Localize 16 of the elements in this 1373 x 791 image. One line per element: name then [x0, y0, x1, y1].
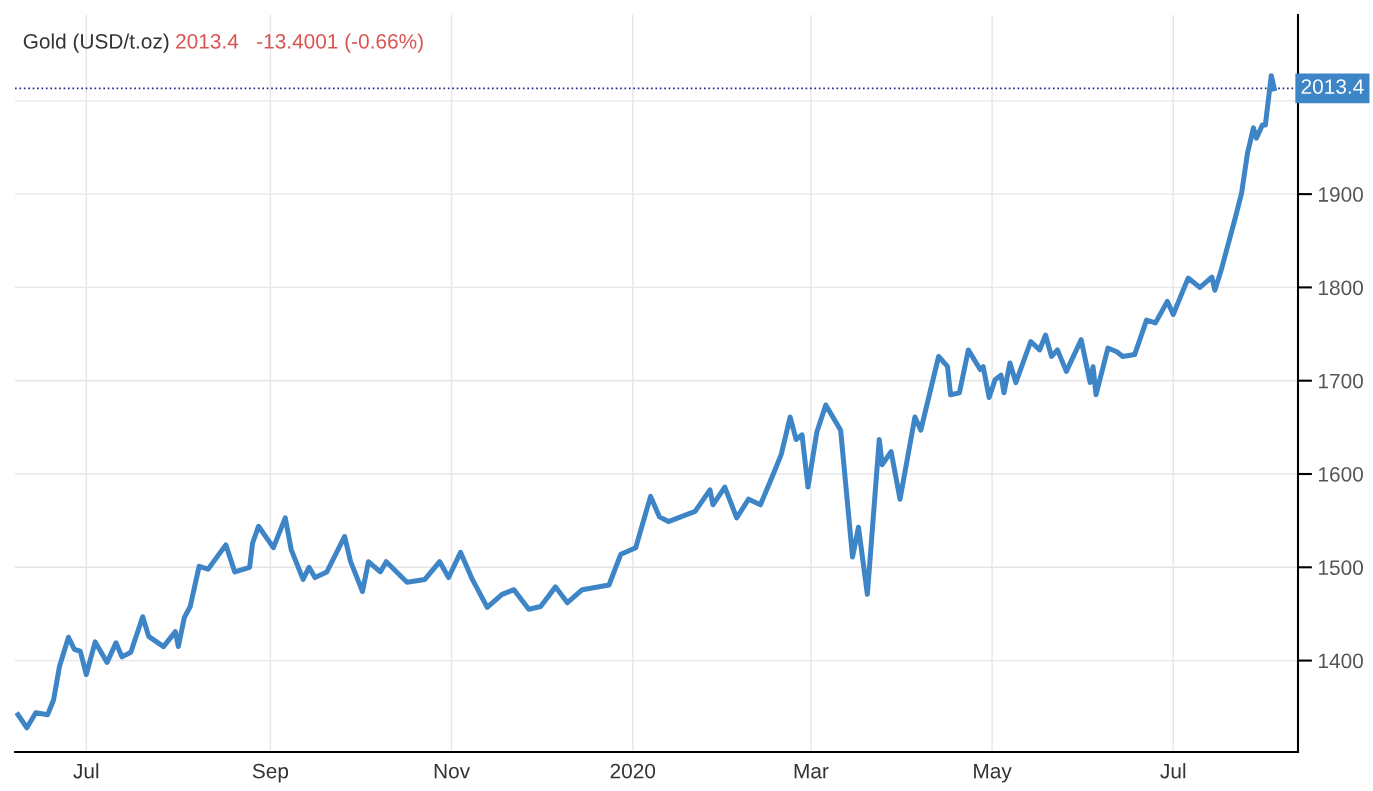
y-tick-label: 1700 — [1319, 373, 1363, 389]
y-tick-label: 1900 — [1319, 187, 1363, 202]
x-tick-label: Jul — [1160, 763, 1186, 779]
y-tick-label: 1600 — [1319, 466, 1363, 482]
y-tick-label: 1500 — [1319, 560, 1363, 576]
y-tick-label: 1800 — [1319, 280, 1363, 296]
x-tick-label: Mar — [794, 763, 829, 779]
x-tick-label: May — [974, 763, 1012, 783]
text: 2013.4 -13.4001 (-0.66%) — [176, 33, 423, 53]
x-tick-label: Jul — [73, 763, 99, 779]
y-tick-label: 1400 — [1319, 653, 1363, 669]
x-tick-label: 2020 — [610, 763, 656, 779]
ref-line-label: 2013.4 — [1301, 79, 1364, 94]
text: Gold (USD/t.oz) — [23, 33, 169, 53]
x-tick-label: Nov — [434, 763, 471, 779]
x-tick-label: Sep — [252, 763, 289, 783]
